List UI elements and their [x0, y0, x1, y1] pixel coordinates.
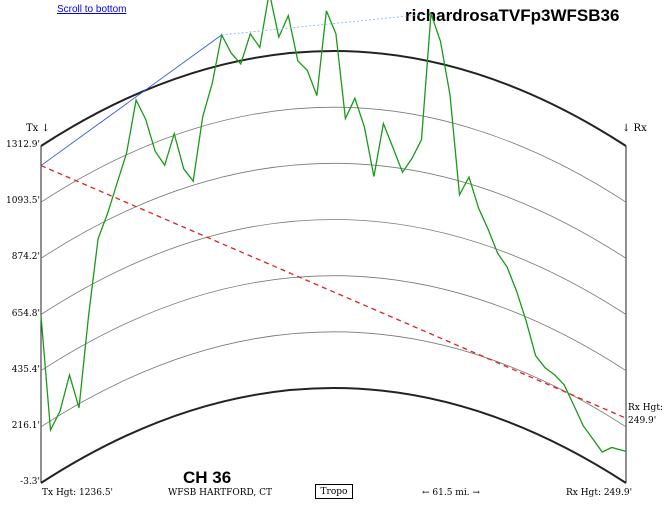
y-axis-tick-label: 1093.5' [6, 196, 40, 207]
rx-marker-label: ↓ Rx [622, 123, 647, 134]
y-axis-tick-label: 654.8' [11, 308, 40, 319]
tx-marker-label: Tx ↓ [26, 123, 50, 134]
scroll-to-bottom-link[interactable]: Scroll to bottom [57, 4, 127, 15]
rx-height-footer: Rx Hgt: 249.9' [566, 488, 633, 498]
channel-label: CH 36 [183, 468, 232, 487]
y-axis-tick-label: 1312.9' [6, 140, 40, 150]
height-grid-curve [40, 106, 627, 203]
rx-height-side-caption: Rx Hgt: [628, 403, 663, 413]
terrain-profile-line [40, 0, 627, 453]
height-grid-curve [40, 162, 627, 259]
diffraction-path-segment [40, 34, 222, 166]
rx-height-side-value: 249.9' [628, 416, 657, 426]
height-grid-curve [40, 219, 627, 315]
y-axis-tick-label: -3.3' [20, 477, 40, 487]
height-grid-curve [40, 331, 627, 428]
station-name: WFSB HARTFORD, CT [168, 488, 273, 498]
earth-curve [40, 387, 627, 484]
upper-boundary-curve [40, 50, 627, 147]
tx-height-footer: Tx Hgt: 1236.5' [42, 488, 114, 498]
profile-title: richardrosaTVFp3WFSB36 [405, 6, 620, 25]
distance-label: ← 61.5 mi. → [422, 488, 480, 498]
tropo-button[interactable]: Tropo [315, 484, 353, 499]
height-grid-curve [40, 275, 627, 372]
line-of-sight [40, 164, 627, 419]
rx-height-side-label: Rx Hgt: 249.9' [628, 402, 663, 428]
diffraction-path-segment [221, 13, 432, 36]
y-axis-tick-label: 874.2' [11, 252, 40, 263]
y-axis-tick-label: 216.1' [11, 420, 40, 431]
y-axis-tick-label: 435.4' [11, 364, 40, 375]
